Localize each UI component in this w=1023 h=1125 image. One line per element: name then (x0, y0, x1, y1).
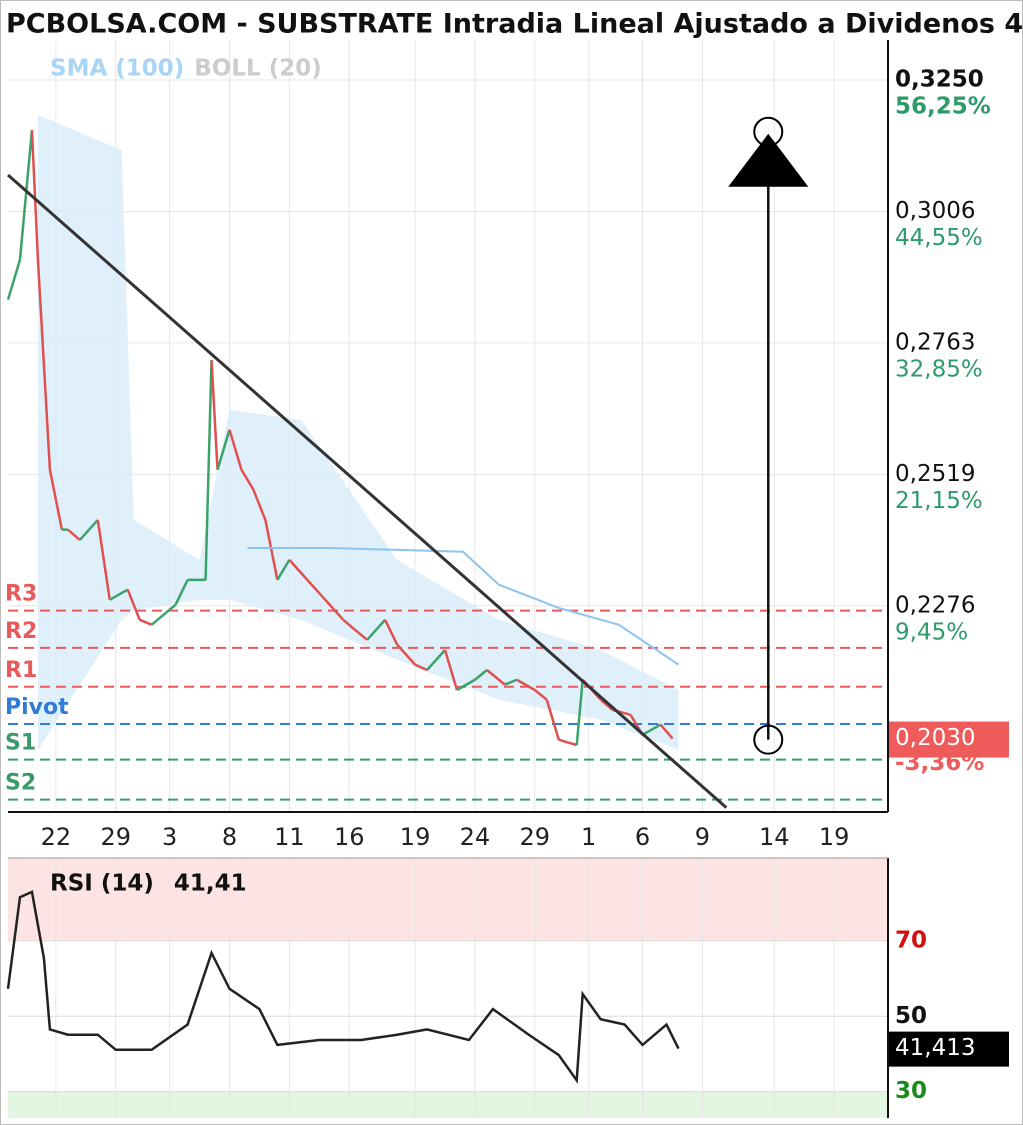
price-segment (30, 130, 40, 260)
y-tick-label: 0,3250 (895, 66, 984, 92)
price-segment (443, 649, 459, 691)
y-tick-label: 0,3006 (895, 198, 975, 224)
y-tick-label: 50 (895, 1003, 927, 1029)
price-segment (109, 588, 129, 601)
price-segment (240, 469, 255, 491)
price-segment (210, 360, 219, 470)
price-segment (575, 679, 584, 746)
price-segment (6, 259, 22, 301)
last-price-box (888, 721, 1009, 758)
price-segment (342, 618, 357, 632)
y-tick-label: 30 (895, 1078, 927, 1104)
price-segment (426, 649, 446, 671)
x-tick-label: 29 (100, 823, 131, 851)
x-tick-label: 11 (274, 823, 305, 851)
target-end (753, 116, 784, 147)
last-rsi-box (888, 1031, 1009, 1067)
rsi-title-value: 41,41 (174, 871, 247, 897)
x-tick-label: 8 (222, 823, 237, 851)
y-tick-label: 0,2276 (895, 592, 975, 618)
price-segment (96, 519, 112, 601)
price-segment (384, 619, 399, 646)
x-tick-label: 9 (695, 823, 710, 851)
y-tick-pct: 9,45% (895, 619, 968, 645)
price-segment (204, 360, 213, 580)
price-segment (78, 519, 99, 541)
chart-title: PCBOLSA.COM - SUBSTRATE Intradia Lineal … (6, 9, 1023, 40)
y-tick-label: 0,2763 (895, 329, 975, 355)
x-tick-label: 24 (460, 823, 491, 851)
x-tick-label: 1 (581, 823, 596, 851)
rsi-title: RSI (14) (50, 871, 154, 897)
y-tick-pct: 21,15% (895, 488, 983, 514)
price-segment (659, 723, 674, 740)
price-segment (324, 598, 345, 621)
price-segment (534, 689, 548, 701)
price-segment (545, 699, 560, 741)
y-tick-pct: 44,55% (895, 225, 983, 251)
last-price-label: 0,2030 (895, 725, 975, 751)
price-segment (599, 698, 614, 711)
price-segment (516, 678, 536, 692)
price-segment (36, 259, 52, 470)
price-segment (228, 429, 243, 471)
price-segment (504, 678, 518, 686)
x-tick-label: 19 (400, 823, 431, 851)
overbought-zone (8, 858, 888, 941)
oversold-zone (8, 1091, 888, 1118)
x-tick-label: 16 (334, 823, 365, 851)
price-segment (486, 669, 506, 686)
x-tick-label: 22 (41, 823, 72, 851)
price-segment (558, 738, 578, 747)
price-segment (366, 618, 387, 641)
rsi-line (6, 890, 680, 1084)
legend-entry: BOLL (20) (194, 56, 321, 82)
legend-entry: SMA (100) (50, 56, 184, 82)
price-segment (276, 559, 291, 581)
price-segment (641, 723, 662, 736)
x-tick-label: 3 (162, 823, 177, 851)
price-segment (216, 429, 231, 471)
sma-line (247, 547, 680, 666)
price-segment (48, 469, 64, 530)
pivot-label: S1 (5, 731, 36, 756)
price-segment (67, 528, 81, 541)
price-segment (288, 559, 309, 581)
price-segment (306, 579, 327, 601)
y-tick-pct: 56,25% (895, 93, 991, 119)
price-segment (174, 579, 189, 606)
pivot-label: Pivot (5, 695, 69, 720)
pivot-label: R3 (5, 582, 37, 607)
last-price-change: -3,36% (895, 750, 984, 776)
trendline (7, 173, 728, 809)
x-tick-label: 14 (759, 823, 790, 851)
price-segment (354, 629, 368, 641)
price-segment (252, 489, 267, 521)
x-tick-label: 19 (819, 823, 850, 851)
arrow-head (728, 133, 809, 187)
price-segment (414, 663, 428, 672)
price-segment (474, 669, 488, 681)
y-tick-pct: 32,85% (895, 356, 983, 382)
pivot-label: R2 (5, 619, 37, 644)
target-start (753, 724, 784, 755)
plot-area (8, 40, 888, 812)
pivot-label: S2 (5, 771, 36, 796)
bollinger-band (37, 115, 679, 750)
price-segment (150, 603, 177, 626)
x-tick-label: 6 (635, 823, 650, 851)
last-rsi-label: 41,413 (895, 1035, 975, 1061)
y-tick-label: 0,2519 (895, 461, 975, 487)
price-segment (456, 678, 476, 692)
price-segment (18, 130, 34, 260)
price-segment (264, 519, 279, 581)
price-segment (139, 618, 153, 626)
x-tick-label: 29 (520, 823, 551, 851)
price-segment (126, 589, 141, 621)
y-tick-label: 70 (895, 927, 927, 953)
price-segment (396, 643, 417, 666)
pivot-label: R1 (5, 658, 37, 683)
